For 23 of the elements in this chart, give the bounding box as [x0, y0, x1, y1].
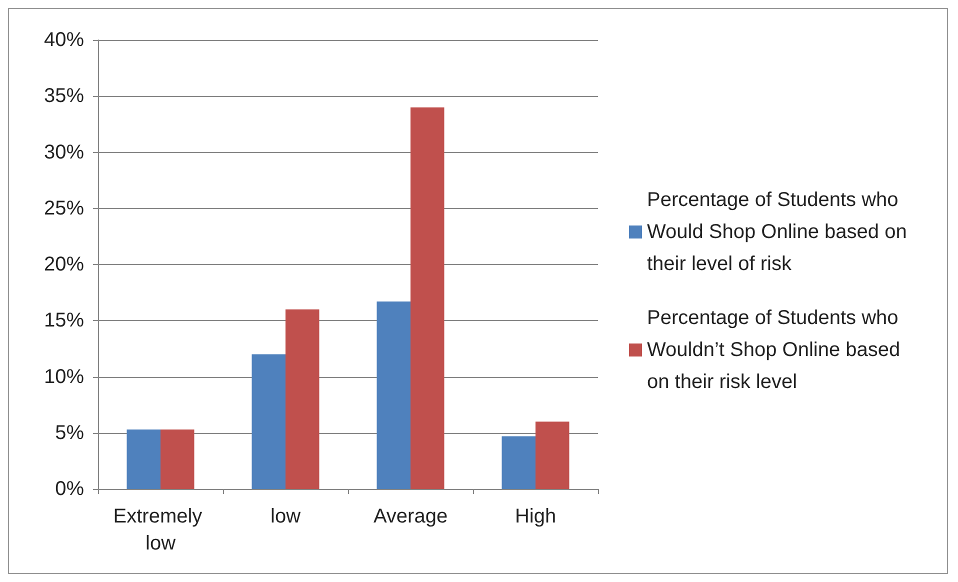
- y-tick-label: 15%: [44, 310, 84, 332]
- bar: [286, 309, 320, 489]
- bar: [252, 354, 286, 489]
- bar: [376, 302, 410, 489]
- y-tick-label: 0%: [55, 478, 84, 500]
- legend-label: Percentage of Students who Would Shop Online based on their level of risk: [647, 189, 912, 275]
- y-tick-label: 35%: [44, 85, 84, 108]
- y-tick-label: 20%: [44, 254, 84, 276]
- bar: [502, 436, 536, 489]
- legend-label: Percentage of Students who Wouldn’t Shop Online based on their risk level: [647, 307, 906, 393]
- y-tick-label: 10%: [44, 366, 84, 388]
- x-tick-label: low: [270, 506, 302, 528]
- x-tick-label: Average: [373, 506, 448, 528]
- y-tick-label: 40%: [44, 29, 84, 51]
- bar: [126, 430, 160, 489]
- bar: [160, 430, 194, 489]
- y-tick-label: 5%: [55, 422, 84, 444]
- bar: [536, 422, 570, 489]
- x-tick-label: Extremely low: [113, 506, 208, 554]
- bar: [410, 107, 444, 489]
- y-tick-label: 30%: [44, 141, 84, 164]
- x-tick-label: High: [514, 506, 556, 528]
- y-tick-label: 25%: [44, 197, 84, 220]
